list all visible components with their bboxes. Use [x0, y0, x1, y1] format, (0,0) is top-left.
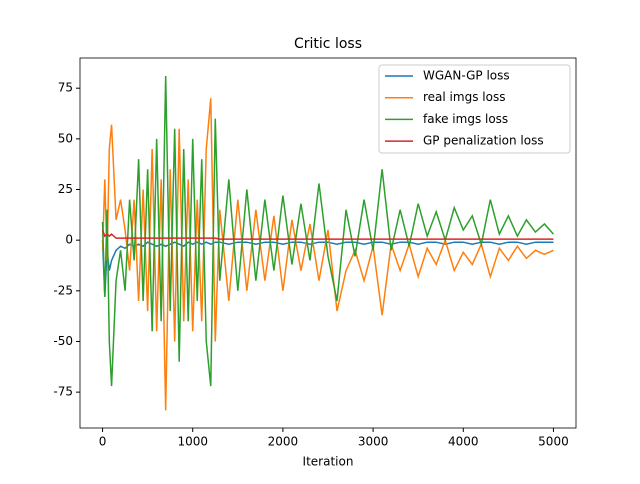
y-tick-label: 0: [65, 233, 73, 247]
y-tick-label: -50: [53, 334, 73, 348]
legend-box: [378, 64, 571, 154]
legend-label: real imgs loss: [423, 90, 505, 104]
series-line: [101, 229, 554, 240]
series-line: [101, 76, 555, 387]
x-tick-label: 3000: [358, 435, 389, 449]
x-tick-label: 4000: [448, 435, 479, 449]
y-tick-label: 75: [58, 81, 73, 95]
y-tick-label: 50: [58, 131, 73, 145]
x-tick-label: 2000: [268, 435, 299, 449]
plot-frame: [79, 57, 577, 429]
legend-label: fake imgs loss: [423, 112, 508, 126]
legend-label: GP penalization loss: [423, 134, 544, 148]
y-tick-label: -75: [53, 385, 73, 399]
y-tick-label: 25: [58, 182, 73, 196]
x-tick-label: 5000: [538, 435, 569, 449]
y-tick-label: -25: [53, 283, 73, 297]
x-tick-label: 1000: [177, 435, 208, 449]
legend-label: WGAN-GP loss: [423, 69, 510, 83]
chart-title: Critic loss: [294, 36, 362, 52]
x-tick-label: 0: [99, 435, 107, 449]
x-axis-label: Iteration: [303, 455, 354, 469]
